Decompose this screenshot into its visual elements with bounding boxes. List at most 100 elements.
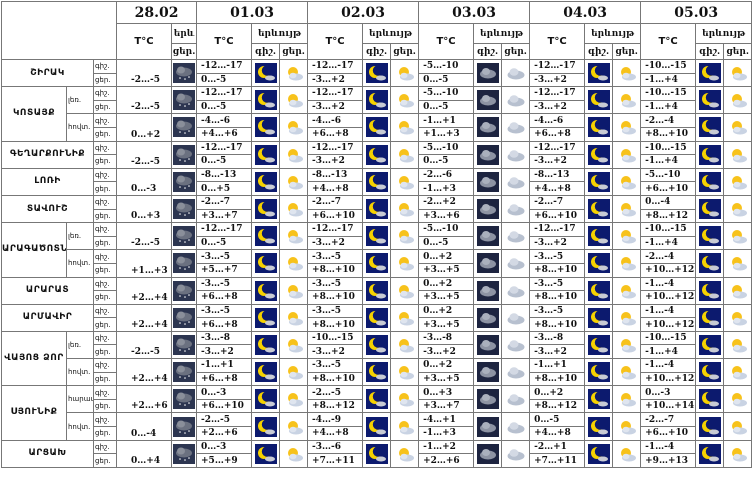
weather-cell xyxy=(723,249,752,278)
temperature: -12…-17 xyxy=(196,140,253,156)
weather-icon xyxy=(476,362,499,383)
table-row: ՇԻՐԱԿ գիշ. -2…-5 -12…-17 -12…-17 -5…-10 -12…-1… xyxy=(1,58,752,88)
weather-cell xyxy=(612,167,642,196)
temperature: +8…+10 xyxy=(640,126,697,142)
weather-cell xyxy=(723,358,752,387)
weather-cell xyxy=(390,194,420,224)
weather-icon xyxy=(282,307,305,328)
weather-icon xyxy=(698,334,721,355)
temperature: 0…+2 xyxy=(418,276,475,292)
weather-icon xyxy=(587,307,610,328)
weather-icon xyxy=(476,443,499,464)
table-row: ԱՐԱՐԱՏ գիշ. +2…+4 -3…-5 -3…-5 0…+2 -3…-5 -1…-4 xyxy=(1,276,752,305)
row-label: գիշ. xyxy=(92,358,118,373)
table-row: ցեր. +6…+8 +8…+10 +3…+5 +8…+10 +10…+12 xyxy=(2,290,752,305)
weather-icon xyxy=(393,307,416,328)
weather-cell xyxy=(390,439,420,468)
temperature: +1…+3 xyxy=(418,126,475,142)
weather-cell xyxy=(171,412,198,441)
temperature: -10…-15 xyxy=(640,222,697,237)
weather-icon xyxy=(173,334,196,355)
weather-cell xyxy=(473,330,503,360)
temperature: -3…+2 xyxy=(196,344,253,360)
weather-cell xyxy=(695,167,725,196)
weather-cell xyxy=(612,330,642,360)
weather-cell xyxy=(584,385,614,414)
weather-icon xyxy=(282,443,305,464)
table-row: ԱՐՑԱԽ գիշ. 0…+4 0…-3 -3…-6 -1…+2 -2…+1 -1…-4 xyxy=(1,439,752,468)
row-label: ցեր. xyxy=(92,426,118,441)
weather-icon xyxy=(615,253,638,274)
temperature: +8…+10 xyxy=(529,262,586,278)
temperature: -5…-10 xyxy=(418,140,475,156)
temperature: -12…-17 xyxy=(196,86,253,101)
table-row: ցեր. +3…+7 +6…+10 +3…+6 +6…+10 +8…+12 xyxy=(2,208,752,224)
table-row: ցեր. գիշ. ցեր. գիշ. ցեր. գիշ. ցեր. գիշ. ցեր. գիշ.… xyxy=(2,43,752,60)
temperature: +3…+7 xyxy=(196,208,253,224)
temperature: +6…+10 xyxy=(529,208,586,224)
weather-icon xyxy=(587,63,610,84)
weather-cell xyxy=(695,113,725,142)
temperature: -2…-4 xyxy=(640,249,697,264)
temperature: +10…+12 xyxy=(640,317,697,332)
temperature: +3…+5 xyxy=(418,262,475,278)
weather-cell xyxy=(723,276,752,305)
temperature: -12…-17 xyxy=(529,140,586,156)
weather-icon xyxy=(587,280,610,301)
weather-cell xyxy=(612,385,642,414)
weather-cell xyxy=(171,86,198,115)
weather-cell xyxy=(279,412,309,441)
weather-icon xyxy=(615,280,638,301)
table-row: ցեր. -3…+2 -3…+2 -3…+2 -3…+2 -1…+4 xyxy=(2,344,752,360)
weather-icon xyxy=(698,389,721,410)
weather-cell xyxy=(612,113,642,142)
weather-cell xyxy=(251,412,281,441)
weather-icon xyxy=(393,389,416,410)
temperature: +3…+5 xyxy=(418,371,475,387)
weather-icon xyxy=(587,362,610,383)
weather-cell xyxy=(584,113,614,142)
date-header: 01.03 xyxy=(196,1,309,24)
area-label: հովտ. xyxy=(66,249,94,278)
weather-cell xyxy=(612,140,642,169)
weather-cell xyxy=(171,194,198,224)
temperature: 0…-4 xyxy=(116,412,173,441)
weather-icon xyxy=(393,443,416,464)
weather-cell xyxy=(171,385,198,414)
weather-icon xyxy=(726,171,749,192)
weather-icon xyxy=(476,63,499,84)
row-label: գիշ. xyxy=(92,412,118,428)
phenomenon-header: երևույթ xyxy=(473,23,531,44)
temperature: -12…-17 xyxy=(307,59,364,74)
weather-icon xyxy=(726,443,749,464)
region-name: ՏԱՎՈՒՇ xyxy=(1,194,94,224)
temperature: -1…+2 xyxy=(418,439,475,455)
temperature: 0…-3 xyxy=(640,385,697,400)
weather-cell xyxy=(473,303,503,332)
weather-icon xyxy=(254,63,277,84)
region-name: ՇԻՐԱԿ xyxy=(1,58,94,88)
weather-icon xyxy=(698,117,721,138)
temperature: 0…+3 xyxy=(418,385,475,400)
table-body: 28.02 01.03 02.03 03.03 04.03 05.03 T°C երև T°C ե… xyxy=(0,1,752,468)
weather-cell xyxy=(723,86,752,115)
temperature: -2…-5 xyxy=(307,385,364,400)
weather-cell xyxy=(723,439,752,468)
phenomenon-header: երևույթ xyxy=(251,23,309,44)
weather-icon xyxy=(282,334,305,355)
temperature: -5…-10 xyxy=(418,222,475,237)
weather-icon xyxy=(365,443,388,464)
weather-icon xyxy=(282,171,305,192)
weather-cell xyxy=(362,194,392,224)
weather-cell xyxy=(251,330,281,360)
temperature: -1…+1 xyxy=(529,358,586,373)
weather-icon xyxy=(504,226,527,247)
table-row: ՎԱՅՈՑ ՁՈՐ լեռ. գիշ. -2…-5 -3…-8 -10…-15 -3…-8-… xyxy=(1,330,752,387)
weather-cell xyxy=(501,439,531,468)
weather-cell xyxy=(584,222,614,251)
weather-icon xyxy=(504,117,527,138)
temperature: 0…-3 xyxy=(196,439,253,455)
temperature: -3…-5 xyxy=(529,276,586,292)
weather-cell xyxy=(723,385,752,414)
